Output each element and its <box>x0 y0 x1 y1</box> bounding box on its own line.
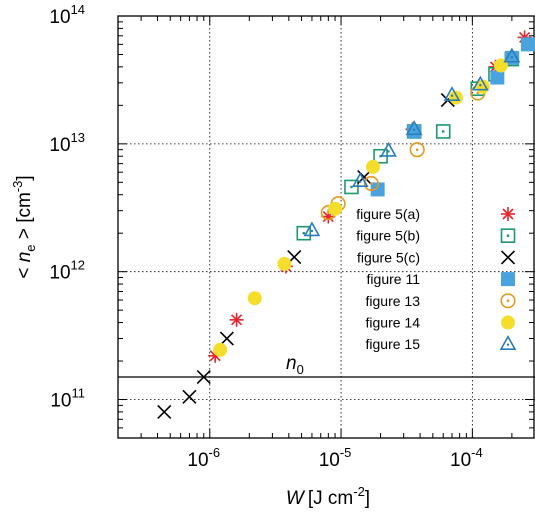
legend-label: figure 11 <box>367 271 421 287</box>
data-point-triangle <box>471 75 489 91</box>
legend-label: figure 5(a) <box>356 206 420 222</box>
legend-marker-circle-dot <box>500 293 516 309</box>
x-tick-label: 10-4 <box>450 445 483 471</box>
y-tick-label: 1013 <box>49 130 85 156</box>
legend: figure 5(a) figure 5(b) figure 5(c) figure … <box>356 206 517 352</box>
y-tick-label: 1014 <box>49 2 85 28</box>
data-point-circle <box>277 256 292 271</box>
data-points <box>157 30 535 419</box>
legend-label: figure 13 <box>366 293 421 309</box>
data-point-cross <box>219 331 234 346</box>
data-point-triangle <box>503 47 521 63</box>
data-point-cross <box>157 404 172 419</box>
data-point-circle <box>247 291 262 306</box>
data-point-cross <box>196 369 211 385</box>
data-point-circle <box>365 159 380 174</box>
x-tick-label: 10-5 <box>319 445 352 471</box>
x-axis: 10-6 10-5 10-4 <box>117 16 513 471</box>
data-point-circle <box>213 342 228 357</box>
data-point-circle-dot <box>363 175 379 192</box>
data-point-square-dot <box>296 225 312 241</box>
data-point-triangle <box>303 221 321 237</box>
reference-line-label: n0 <box>286 353 304 377</box>
legend-label: figure 15 <box>366 336 421 352</box>
legend-label: figure 14 <box>366 315 421 331</box>
data-point-circle <box>448 90 463 105</box>
data-point-asterisk <box>229 312 244 327</box>
data-point-triangle <box>405 120 423 136</box>
data-point-circle-dot <box>409 142 425 158</box>
data-point-circle <box>328 201 343 216</box>
legend-marker-circle <box>501 315 515 330</box>
legend-marker-asterisk <box>501 207 515 221</box>
legend-marker-square-dot <box>500 228 516 243</box>
y-axis: 1011 1012 1013 1014 <box>49 2 534 439</box>
data-point-square-dot <box>435 124 451 139</box>
legend-marker-cross <box>500 250 516 265</box>
y-tick-label: 1011 <box>50 386 85 412</box>
data-point-square <box>520 37 535 52</box>
data-point-triangle <box>351 172 369 188</box>
legend-label: figure 5(c) <box>357 249 420 265</box>
y-axis-title: < ne > [cm-3] <box>10 175 38 278</box>
data-point-square <box>490 70 505 85</box>
grid <box>118 15 535 438</box>
x-axis-title: W [J cm-2] <box>286 484 370 509</box>
legend-label: figure 5(b) <box>356 228 420 244</box>
legend-marker-triangle <box>499 335 517 350</box>
data-point-triangle <box>443 86 461 102</box>
y-tick-label: 1012 <box>49 258 85 284</box>
plot-frame <box>117 15 535 439</box>
data-point-triangle <box>380 141 397 157</box>
data-point-cross <box>182 389 197 404</box>
data-point-square <box>370 182 385 197</box>
legend-marker-square <box>501 272 515 287</box>
x-tick-label: 10-6 <box>187 445 220 471</box>
